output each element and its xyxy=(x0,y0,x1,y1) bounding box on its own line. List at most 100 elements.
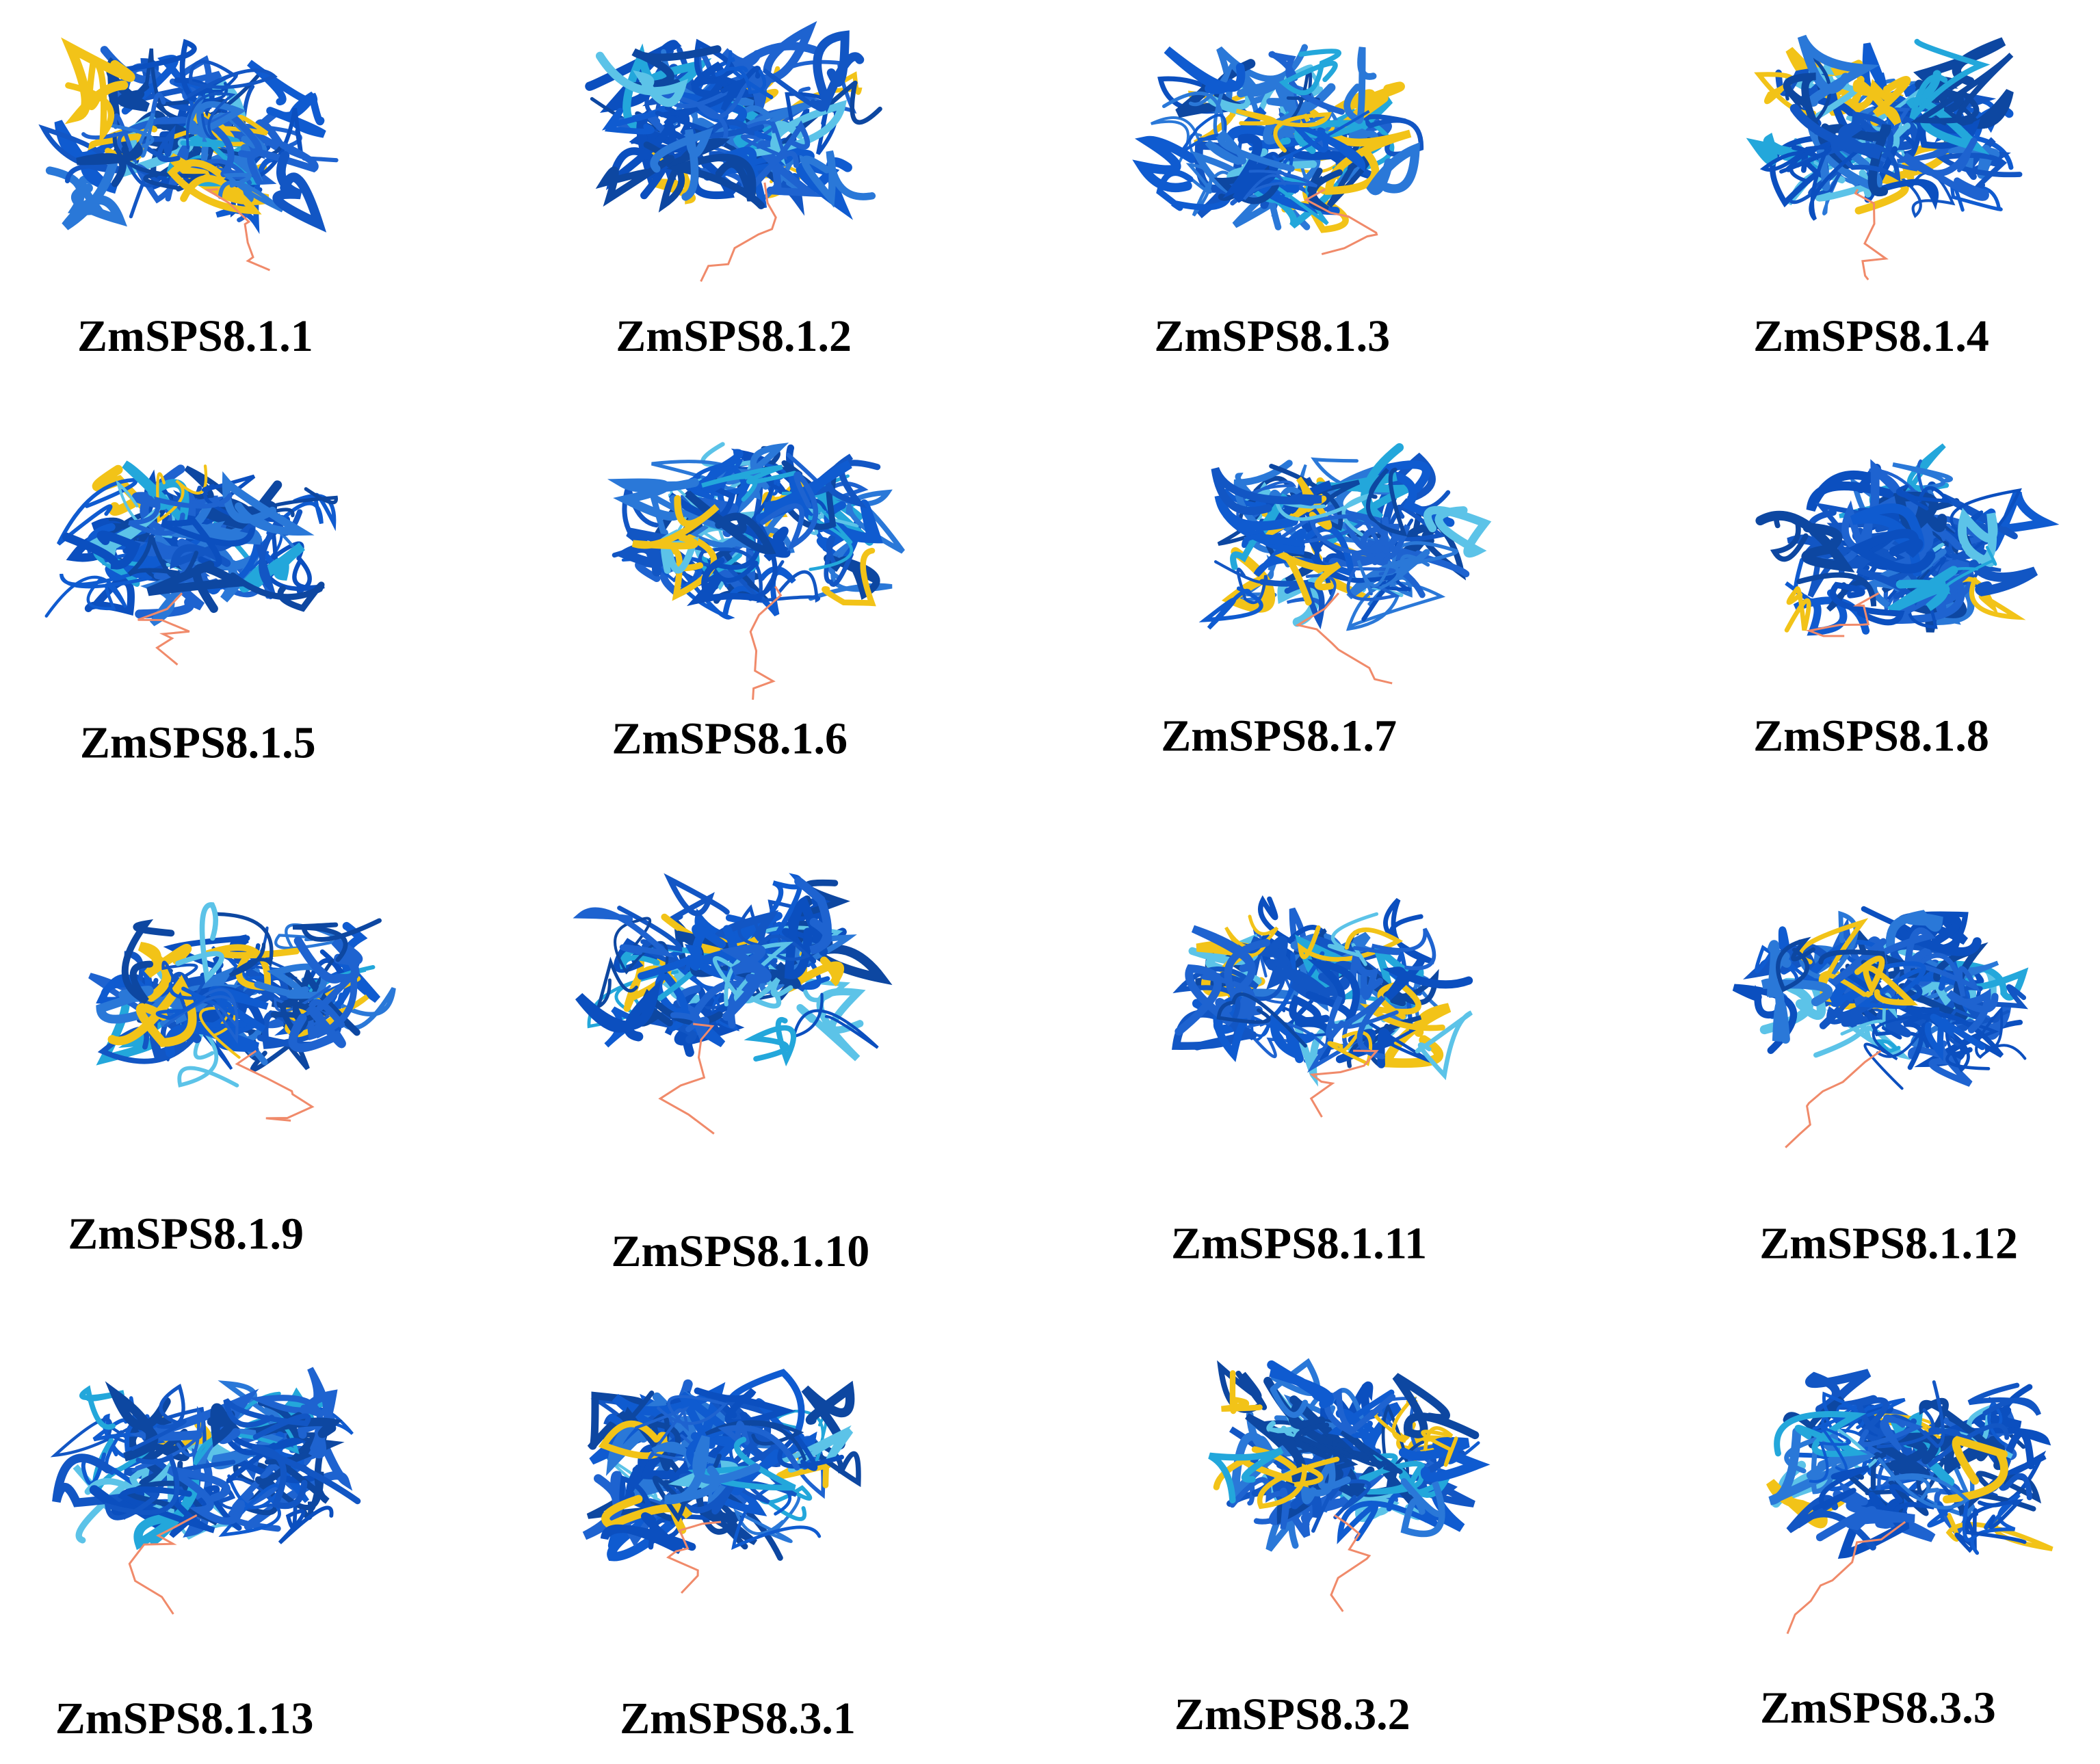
protein-structure xyxy=(1732,906,2029,1148)
ribbon xyxy=(1826,993,1886,1029)
ribbon xyxy=(705,1420,806,1461)
ribbon xyxy=(1221,1370,1263,1414)
ribbon xyxy=(1253,525,1356,578)
disordered-tail xyxy=(1309,1049,1379,1118)
protein-structure xyxy=(1171,895,1473,1118)
ribbon xyxy=(1274,552,1341,606)
disordered-tail xyxy=(204,188,270,272)
ribbon xyxy=(1328,1389,1395,1439)
ribbon xyxy=(221,1390,311,1440)
ribbon xyxy=(794,877,832,955)
ribbon xyxy=(731,1482,822,1550)
ribbon xyxy=(813,30,865,114)
ribbon xyxy=(1265,959,1333,999)
ribbon xyxy=(56,477,138,546)
ribbon xyxy=(762,68,826,112)
protein-structure xyxy=(88,902,396,1122)
ribbon xyxy=(217,1419,307,1484)
ribbon xyxy=(1812,1465,1870,1512)
ribbon xyxy=(1243,170,1318,200)
ribbon xyxy=(1352,927,1436,971)
ribbon xyxy=(1885,910,1943,950)
ribbon xyxy=(791,992,879,1049)
ribbon xyxy=(1942,1436,2008,1503)
ribbon xyxy=(1242,532,1305,549)
ribbon xyxy=(714,50,767,94)
ribbon xyxy=(1257,1456,1340,1510)
ribbon xyxy=(1421,1426,1458,1467)
ribbon xyxy=(1839,968,1940,1021)
ribbon xyxy=(292,918,382,962)
ribbon xyxy=(187,60,278,98)
ribbon xyxy=(1934,153,2023,192)
ribbon xyxy=(1945,1021,1999,1073)
ribbon xyxy=(107,975,197,1047)
ribbon xyxy=(1366,467,1408,537)
ribbon xyxy=(1946,988,1999,1034)
ribbon xyxy=(1797,34,1880,107)
ribbon xyxy=(62,530,141,570)
ribbon xyxy=(60,553,152,589)
ribbon xyxy=(664,1435,761,1505)
ribbon xyxy=(1278,49,1341,96)
ribbon xyxy=(1924,1014,1986,1062)
ribbon xyxy=(1191,925,1270,999)
ribbon xyxy=(1188,934,1262,986)
protein-structure xyxy=(1198,443,1492,685)
ribbon xyxy=(1859,1414,1924,1451)
ribbon xyxy=(824,531,854,588)
ribbon xyxy=(1830,927,1936,986)
protein-structure xyxy=(582,1369,861,1594)
ribbon xyxy=(661,38,735,118)
ribbon xyxy=(1259,579,1325,630)
structure-label: ZmSPS8.1.5 xyxy=(80,718,316,767)
ribbon xyxy=(1383,897,1435,964)
structure-label: ZmSPS8.3.3 xyxy=(1760,1683,1996,1733)
ribbon xyxy=(1732,984,1798,1054)
ribbon xyxy=(254,1419,331,1504)
disordered-tail xyxy=(1805,592,1880,637)
structure-label: ZmSPS8.1.6 xyxy=(612,713,848,763)
ribbon xyxy=(105,1381,171,1462)
ribbon xyxy=(1200,971,1263,1025)
ribbon xyxy=(180,137,262,187)
ribbon xyxy=(1863,1014,1933,1090)
ribbon xyxy=(1343,47,1377,124)
disordered-tail xyxy=(1785,1050,1882,1148)
ribbon xyxy=(701,464,797,502)
ribbon xyxy=(1919,1397,2004,1460)
ribbon xyxy=(598,1420,674,1460)
ribbon xyxy=(1837,1498,1910,1559)
structure-label: ZmSPS8.1.10 xyxy=(612,1226,870,1276)
ribbon xyxy=(1335,1028,1395,1068)
ribbon xyxy=(185,92,236,149)
ribbon xyxy=(249,1367,329,1452)
ribbon xyxy=(756,1483,813,1521)
ribbon xyxy=(662,74,752,147)
ribbon xyxy=(756,560,821,603)
ribbon xyxy=(666,153,765,209)
ribbon xyxy=(146,560,250,614)
ribbon xyxy=(1214,495,1306,555)
ribbon xyxy=(1315,481,1411,547)
ribbon xyxy=(161,958,223,1021)
ribbon xyxy=(222,471,315,536)
ribbon xyxy=(79,1385,124,1430)
ribbon xyxy=(1366,142,1420,196)
ribbon xyxy=(1211,466,1322,515)
ribbon xyxy=(1164,46,1246,94)
ribbon xyxy=(596,956,638,1010)
ribbon xyxy=(163,988,239,1044)
ribbon xyxy=(76,141,143,187)
ribbon xyxy=(707,523,778,601)
ribbon xyxy=(1297,925,1404,962)
ribbon xyxy=(1327,912,1379,966)
ribbon xyxy=(1878,1457,1969,1510)
ribbon xyxy=(1216,992,1307,1048)
ribbon xyxy=(266,91,326,138)
protein-structure xyxy=(1132,44,1424,256)
ribbon xyxy=(215,912,274,977)
ribbon xyxy=(657,1395,729,1432)
ribbon xyxy=(1356,560,1400,593)
ribbon xyxy=(272,150,327,233)
